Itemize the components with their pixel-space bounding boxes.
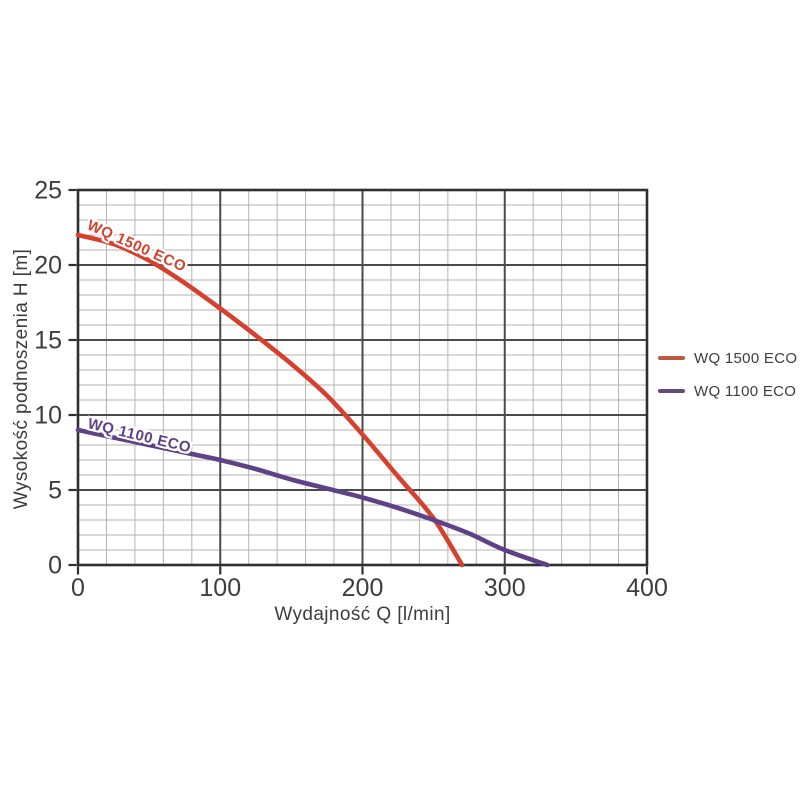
y-tick-label: 5 [48, 476, 62, 505]
plot-area [68, 188, 649, 575]
x-tick-label: 300 [483, 574, 526, 602]
y-tick-label: 20 [34, 251, 62, 280]
y-tick-label: 0 [48, 551, 62, 580]
x-tick-label: 200 [341, 574, 384, 602]
legend-item-wq-1500-eco: WQ 1500 ECO [658, 348, 797, 368]
y-axis-title: Wysokość podnoszenia H [m] [11, 248, 32, 510]
legend-label: WQ 1500 ECO [694, 349, 798, 367]
legend-label: WQ 1100 ECO [694, 382, 797, 400]
x-tick-label: 0 [71, 574, 85, 602]
y-tick-label: 10 [34, 401, 62, 430]
x-axis-title: Wydajność Q [l/min] [274, 604, 451, 625]
legend: WQ 1500 ECO WQ 1100 ECO [658, 348, 797, 414]
legend-swatch-purple-line-icon [658, 389, 685, 393]
curve-wq-1500-eco [75, 232, 465, 568]
y-tick-label: 25 [34, 176, 62, 205]
x-tick-label: 400 [626, 574, 668, 602]
legend-swatch-red-line-icon [658, 356, 685, 360]
legend-item-wq-1100-eco: WQ 1100 ECO [658, 381, 797, 401]
curve-wq-1100-eco [75, 427, 550, 568]
y-tick-label: 15 [34, 326, 62, 355]
plot-frame [76, 188, 649, 567]
x-tick-label: 100 [199, 574, 242, 602]
